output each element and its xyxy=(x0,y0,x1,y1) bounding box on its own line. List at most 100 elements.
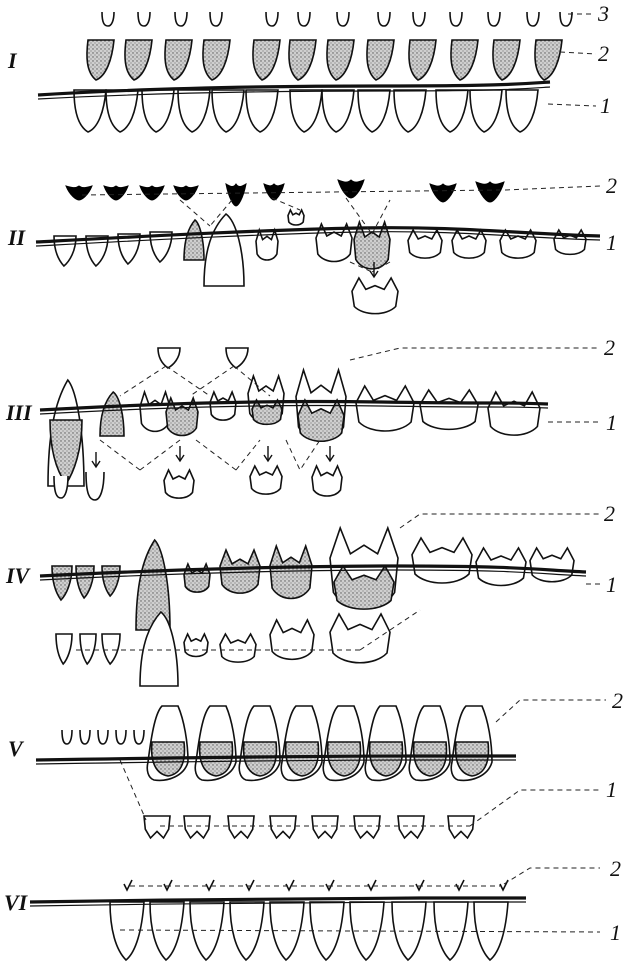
row-3-germ-tooth xyxy=(225,347,249,369)
row-3-successor-germ xyxy=(53,475,69,499)
row-1-functional-tooth xyxy=(505,89,539,133)
row-3-successor-premolar xyxy=(249,464,283,495)
row-3-successor-germ xyxy=(85,471,105,501)
row-5-tooth-shading xyxy=(454,741,490,777)
row-1-successor-tooth xyxy=(366,39,395,81)
row-3-down-arrows xyxy=(91,446,335,469)
row-1-functional-tooth xyxy=(73,89,107,133)
row-4-incisor xyxy=(51,565,73,602)
row-2-replacement-teeth xyxy=(65,179,505,207)
row-5-germ-tooth xyxy=(115,729,127,745)
row-6-functional-tooth xyxy=(269,901,305,962)
row-1-successor-tooth xyxy=(492,39,521,81)
row-1-functional-tooth xyxy=(469,89,503,133)
row-6-germ-tooth xyxy=(245,879,255,892)
row-1-germ-tooth xyxy=(297,11,311,27)
row-2-germ-premolar xyxy=(287,208,305,226)
row-4-label-1: 1 xyxy=(606,572,617,597)
row-6-germ-tooth xyxy=(325,879,335,892)
row-1-first-generation-teeth xyxy=(73,89,539,133)
row-3-jaw-line xyxy=(39,399,549,412)
row-2-germ-tooth xyxy=(173,185,199,201)
row-4-jaw-line-inner xyxy=(39,569,587,581)
row-1-germ-tooth xyxy=(526,11,540,27)
row-5-functional-teeth xyxy=(146,705,493,782)
row-6-numeral: VI xyxy=(4,890,29,915)
row-1-germ-tooth xyxy=(377,11,391,27)
row-4-successor-premolar xyxy=(183,632,209,658)
row-1-successor-tooth xyxy=(124,39,153,81)
row-1-functional-tooth xyxy=(141,89,175,133)
row-6-germ-tooth xyxy=(123,879,133,892)
row-6-label-2: 2 xyxy=(610,856,621,881)
row-5-reserve-tooth xyxy=(353,815,381,840)
row-2-molar xyxy=(451,228,487,259)
row-1-germ-tooth xyxy=(487,11,501,27)
row-5-tooth-shading xyxy=(368,741,404,777)
row-6-functional-tooth xyxy=(433,901,469,962)
row-1-germ-tooth xyxy=(265,11,279,27)
row-3-premolar xyxy=(139,389,171,433)
row-6-germ-tooth xyxy=(163,879,173,892)
row-6-functional-teeth xyxy=(109,901,509,962)
row-2-canine xyxy=(203,212,245,287)
row-1-functional-tooth xyxy=(435,89,469,133)
row-1-germ-tooth xyxy=(412,11,426,27)
row-1-successor-tooth xyxy=(450,39,479,81)
row-5-tooth-shading xyxy=(326,741,362,777)
row-2-germ-tooth xyxy=(475,181,505,203)
row-1-successor-tooth xyxy=(288,39,317,81)
row-5-germ-tooth xyxy=(61,729,73,745)
row-5: V 2 1 xyxy=(8,688,623,840)
row-4-successor-canine xyxy=(139,610,179,687)
row-3-label-1: 1 xyxy=(606,410,617,435)
row-1-germ-tooth xyxy=(174,11,188,27)
row-1-germ-tooth xyxy=(101,11,115,27)
row-3-incisor xyxy=(99,390,125,437)
row-6-germ-tooth xyxy=(285,879,295,892)
row-4-successor-incisor xyxy=(101,633,121,666)
row-1-functional-tooth xyxy=(357,89,391,133)
row-3-label-2: 2 xyxy=(604,335,615,360)
row-2-canine-shaded xyxy=(183,218,205,261)
row-5-jaw-line-inner xyxy=(35,759,516,765)
row-5-germ-tooth xyxy=(79,729,91,745)
row-2-germ-tooth xyxy=(103,185,129,201)
row-1-label-1: 1 xyxy=(600,93,611,118)
row-2-jaw-line xyxy=(35,226,601,244)
row-2-label-2: 2 xyxy=(606,173,617,198)
row-4-successor-teeth xyxy=(55,610,391,687)
row-6: VI 2 1 xyxy=(4,856,621,962)
row-1-functional-tooth xyxy=(211,89,245,133)
row-1-second-generation-teeth xyxy=(86,39,563,81)
row-3-numeral: III xyxy=(5,400,33,425)
row-2-numeral: II xyxy=(7,225,27,250)
row-4-premolar xyxy=(219,547,261,594)
row-6-functional-tooth xyxy=(473,901,509,962)
row-2-replacing-premolar xyxy=(351,276,399,315)
row-3: III 2 1 xyxy=(5,335,617,501)
row-4-successor-premolar xyxy=(329,612,391,664)
row-3-molar xyxy=(487,390,541,436)
row-4-numeral: IV xyxy=(5,563,32,588)
row-1-leader-1 xyxy=(547,103,597,107)
row-4-carnassial-shaded xyxy=(333,564,395,610)
row-3-jaw-line-inner xyxy=(39,404,549,415)
row-3-molar xyxy=(419,388,479,431)
row-4-molar xyxy=(411,536,473,584)
row-3-molar xyxy=(355,384,415,432)
row-3-carnassial-shaded xyxy=(297,398,345,443)
row-1-germ-tooth xyxy=(137,11,151,27)
row-1-functional-tooth xyxy=(177,89,211,133)
row-1-third-generation-teeth xyxy=(101,11,573,27)
row-2-jaw-line-inner xyxy=(35,231,601,247)
row-5-jaw-line xyxy=(35,754,516,762)
row-5-guide-lines xyxy=(119,699,606,827)
row-6-germ-tooth xyxy=(205,879,215,892)
row-4-successor-incisor xyxy=(79,633,97,666)
row-2: II 2 1 xyxy=(7,173,617,315)
row-5-reserve-tooth xyxy=(183,815,211,840)
row-1-jaw-line xyxy=(37,80,551,97)
row-1-functional-tooth xyxy=(393,89,427,133)
